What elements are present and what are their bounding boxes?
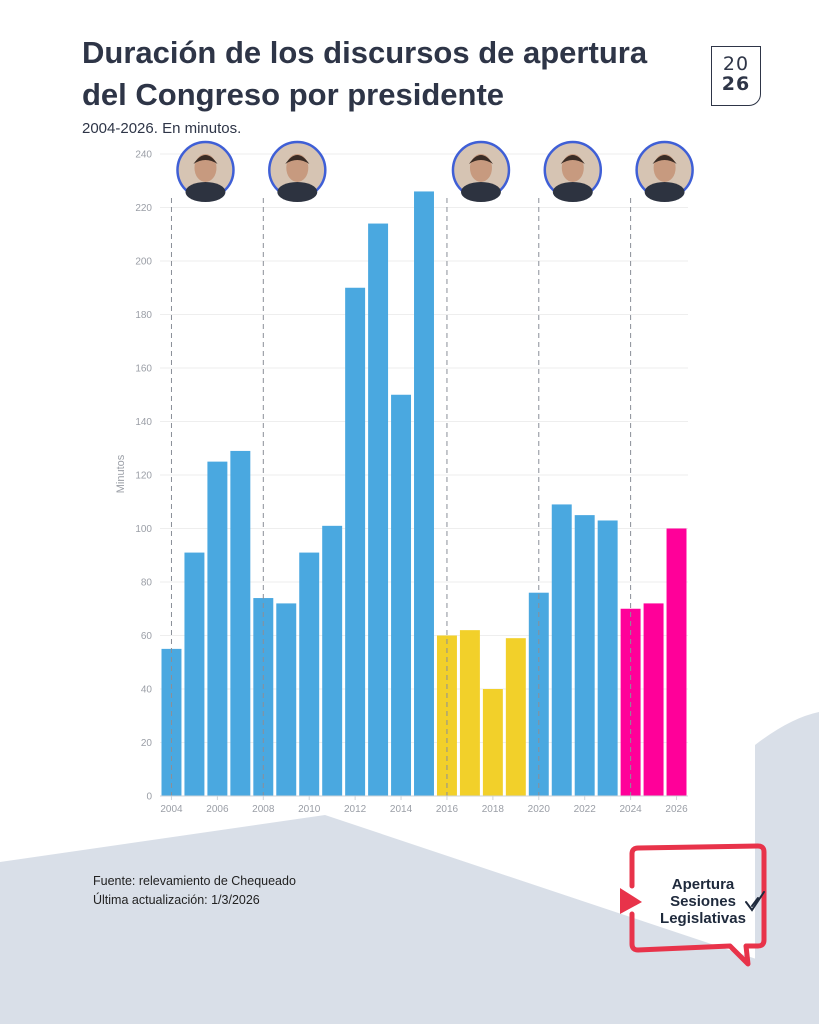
president-avatar-2 [268,140,327,202]
speech-bubble-icon [620,843,767,967]
chart-title: Duración de los discursos de apertura de… [82,35,648,112]
badge-line-3: Legislativas [660,910,746,927]
y-tick-label: 100 [135,524,152,535]
bars [161,191,687,797]
bar-2019 [505,638,526,796]
year-2026-logo: 20 26 [711,46,761,106]
avatar-shoulders [277,182,318,202]
y-tick-label: 160 [135,364,152,375]
bar-2011 [322,525,343,796]
bar-2010 [299,552,320,796]
x-tick-label: 2010 [298,804,321,815]
president-avatar-5 [635,140,694,202]
bar-2005 [184,552,205,796]
bar-2021 [551,504,572,796]
avatar-face [653,154,676,182]
avatar-face [469,154,492,182]
logo-top-text: 20 [722,53,750,75]
y-tick-label: 20 [141,738,153,749]
y-tick-label: 220 [135,203,152,214]
y-tick-label: 180 [135,310,152,321]
update-note: Última actualización: 1/3/2026 [93,893,260,907]
bar-2012 [345,287,366,796]
chart-subtitle: 2004-2026. En minutos. [82,120,242,137]
x-tick-label: 2014 [390,804,413,815]
avatar-shoulders [644,182,685,202]
x-tick-label: 2024 [619,804,642,815]
bar-2015 [414,191,434,796]
bar-2017 [459,630,480,796]
x-axis: 2004 2006 2008 2010 2012 2014 2016 2018 2020 2022… [160,795,688,815]
y-axis-label: Minutos [115,454,127,493]
avatar-face [286,154,309,182]
avatar-face [561,154,584,182]
bar-2022 [574,515,595,796]
y-tick-label: 80 [141,578,153,589]
avatar-hair [652,155,677,164]
bar-2025 [643,603,664,796]
avatar-hair [193,155,218,164]
avatar-shoulders [460,182,501,202]
x-tick-label: 2022 [574,804,597,815]
x-tick-label: 2020 [528,804,551,815]
badge-line-1: Apertura [671,876,735,893]
badge-line-2: Sesiones [670,893,736,910]
x-tick-label: 2026 [665,804,688,815]
badge-text: Apertura Sesiones Legislativas [648,876,758,927]
avatar-face [194,154,217,182]
avatar-shoulders [552,182,593,202]
avatar-hair [468,155,493,164]
y-tick-label: 200 [135,257,152,268]
x-tick-label: 2016 [436,804,459,815]
x-tick-label: 2012 [344,804,367,815]
avatar-shoulders [185,182,226,202]
y-tick-label: 140 [135,417,152,428]
x-tick-label: 2008 [252,804,275,815]
president-avatar-1 [176,140,235,202]
bar-2013 [368,223,389,797]
presidency-markers [170,140,694,796]
avatar-hair [560,155,585,164]
source-note: Fuente: relevamiento de Chequeado [93,874,296,888]
bar-2026 [666,528,687,796]
x-tick-label: 2018 [482,804,505,815]
president-avatar-3 [451,140,511,202]
y-axis: 0 20 40 60 80 100 120 140 160 180 200 220 240 [135,150,152,803]
bar-2007 [230,450,251,796]
x-tick-label: 2006 [206,804,229,815]
y-tick-label: 240 [135,150,152,161]
avatar-hair [285,155,310,164]
x-tick-label: 2004 [160,804,183,815]
y-tick-label: 40 [141,685,153,696]
bar-2009 [276,603,297,796]
apertura-sesiones-badge: Apertura Sesiones Legislativas [612,842,782,972]
bar-2006 [207,461,228,796]
president-avatar-4 [543,140,603,202]
footer: Fuente: relevamiento de Chequeado Última… [93,872,296,910]
bar-2023 [597,520,618,796]
y-tick-label: 120 [135,471,152,482]
y-tick-label: 60 [141,631,153,642]
y-tick-label: 0 [146,792,152,803]
bar-2018 [482,689,503,796]
bar-2014 [391,394,412,796]
logo-bottom-text: 26 [721,73,751,95]
